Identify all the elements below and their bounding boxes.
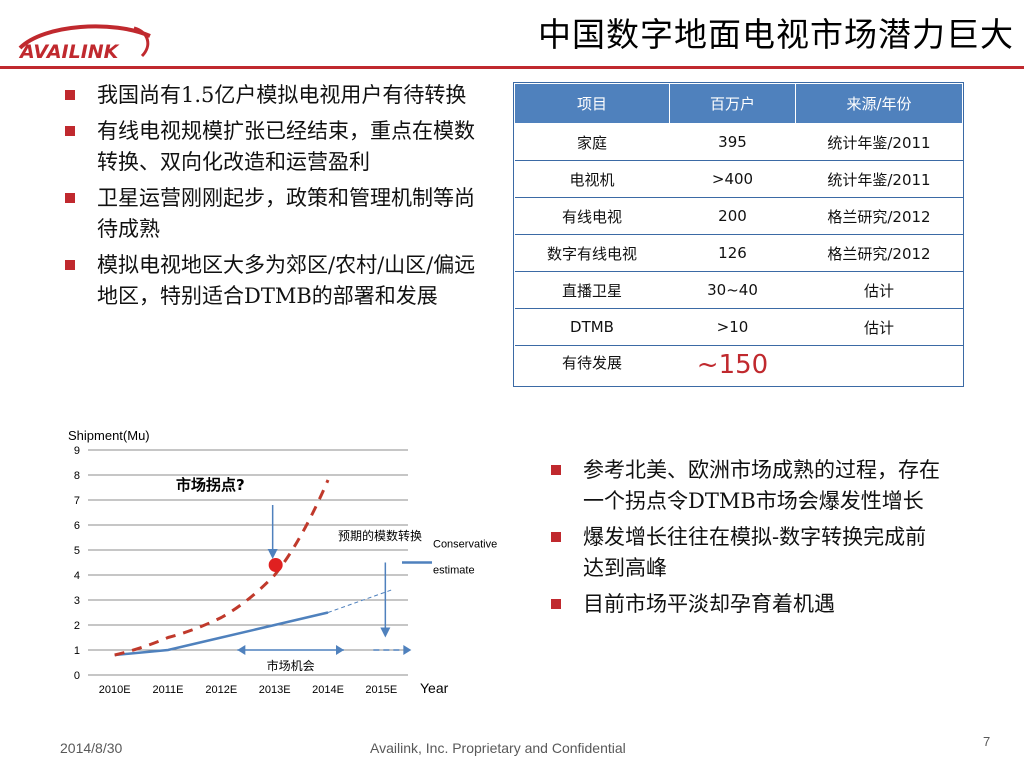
- cell-value-highlight: ~150: [669, 345, 796, 401]
- logo-swoosh-icon: [18, 24, 151, 50]
- y-tick-label: 9: [74, 445, 80, 457]
- y-tick-label: 2: [74, 620, 80, 632]
- cell-item: 直播卫星: [514, 271, 670, 309]
- bullet-item: 目前市场平淡却孕育着机遇: [546, 589, 946, 620]
- bullet-item: 模拟电视地区大多为郊区/农村/山区/偏远地区，特别适合DTMB的部署和发展: [60, 250, 480, 312]
- cell-value: 30~40: [669, 271, 796, 309]
- expected-conversion-label: 预期的模数转换: [338, 528, 422, 543]
- y-tick-label: 7: [74, 495, 80, 507]
- cell-source: [795, 345, 963, 401]
- y-tick-label: 3: [74, 595, 80, 607]
- arrow-down-icon: [267, 549, 278, 559]
- cell-source: 估计: [795, 308, 963, 346]
- table-row: 家庭 395 统计年鉴/2011: [514, 123, 963, 161]
- bullet-item: 卫星运营刚刚起步，政策和管理机制等尚待成熟: [60, 183, 480, 245]
- y-tick-label: 1: [74, 645, 80, 657]
- availink-logo: AVAILINK: [18, 24, 151, 63]
- cell-item: 家庭: [514, 123, 670, 161]
- cell-value: 126: [669, 234, 796, 272]
- cell-item: DTMB: [514, 308, 670, 346]
- left-bullet-list: 我国尚有1.5亿户模拟电视用户有待转换 有线电视规模扩张已经结束，重点在模数转换…: [60, 80, 480, 317]
- x-tick-label: 2014E: [312, 684, 344, 696]
- x-tick-label: 2015E: [365, 684, 397, 696]
- table-row: 有待发展 ~150: [514, 345, 963, 401]
- arrow-down-icon: [380, 627, 391, 638]
- bullet-item: 有线电视规模扩张已经结束，重点在模数转换、双向化改造和运营盈利: [60, 116, 480, 178]
- header-source-year: 来源/年份: [795, 83, 963, 124]
- y-axis-label: Shipment(Mu): [68, 428, 150, 443]
- page-number: 7: [983, 734, 991, 749]
- logo-text: AVAILINK: [18, 41, 120, 63]
- inflection-point-marker: [268, 558, 283, 572]
- cell-value: >10: [669, 308, 796, 346]
- x-tick-label: 2012E: [205, 684, 237, 696]
- y-tick-label: 8: [74, 470, 80, 482]
- table-row: 有线电视 200 格兰研究/2012: [514, 197, 963, 235]
- y-tick-label: 4: [74, 570, 80, 582]
- y-tick-label: 5: [74, 545, 80, 557]
- cell-item: 数字有线电视: [514, 234, 670, 272]
- shipment-chart: Shipment(Mu) Year 0 1 2 3 4 5 6 7 8 9 2010E 2011E 20…: [68, 428, 497, 696]
- x-tick-label: 2010E: [99, 684, 131, 696]
- y-tick-label: 0: [74, 670, 80, 682]
- footer-date: 2014/8/30: [60, 740, 123, 756]
- table-header-row: 项目 百万户 来源/年份: [514, 83, 963, 124]
- cell-value: >400: [669, 160, 796, 198]
- arrow-right-icon: [336, 645, 344, 655]
- pending-value: ~150: [696, 350, 769, 380]
- title-divider: [0, 66, 1024, 69]
- legend-label: estimate: [433, 565, 475, 577]
- bullet-item: 爆发增长往往在模拟-数字转换完成前达到高峰: [546, 522, 946, 584]
- series-expected-line: [114, 479, 330, 657]
- table-row: 直播卫星 30~40 估计: [514, 271, 963, 309]
- y-tick-label: 6: [74, 520, 80, 532]
- bullet-item: 参考北美、欧洲市场成熟的过程，存在一个拐点令DTMB市场会爆发性增长: [546, 455, 946, 517]
- bullet-item: 我国尚有1.5亿户模拟电视用户有待转换: [60, 80, 480, 111]
- cell-value: 200: [669, 197, 796, 235]
- opportunity-label: 市场机会: [267, 658, 315, 673]
- cell-value: 395: [669, 123, 796, 161]
- x-tick-label: 2013E: [259, 684, 291, 696]
- inflection-label: 市场拐点?: [176, 476, 245, 494]
- legend-label: Conservative: [433, 539, 497, 551]
- header-millions: 百万户: [669, 83, 796, 124]
- slide-title: 中国数字地面电视市场潜力巨大: [538, 15, 1014, 54]
- cell-source: 估计: [795, 271, 963, 309]
- cell-source: 格兰研究/2012: [795, 197, 963, 235]
- tv-market-table: 项目 百万户 来源/年份 家庭 395 统计年鉴/2011 电视机 >400 统…: [514, 83, 963, 401]
- arrow-right-icon: [403, 645, 412, 655]
- cell-source: 格兰研究/2012: [795, 234, 963, 272]
- cell-item: 有线电视: [514, 197, 670, 235]
- series-extension-line: [327, 589, 392, 613]
- right-bullet-list: 参考北美、欧洲市场成熟的过程，存在一个拐点令DTMB市场会爆发性增长 爆发增长往…: [546, 455, 946, 625]
- cell-source: 统计年鉴/2011: [795, 123, 963, 161]
- cell-item: 有待发展: [514, 345, 670, 401]
- cell-item: 电视机: [514, 160, 670, 198]
- header-item: 项目: [514, 83, 670, 124]
- table-row: 电视机 >400 统计年鉴/2011: [514, 160, 963, 198]
- arrow-left-icon: [237, 645, 246, 655]
- table-row: 数字有线电视 126 格兰研究/2012: [514, 234, 963, 272]
- x-axis-label: Year: [420, 680, 449, 696]
- table-row: DTMB >10 估计: [514, 308, 963, 346]
- cell-source: 统计年鉴/2011: [795, 160, 963, 198]
- footer-confidential: Availink, Inc. Proprietary and Confident…: [370, 740, 626, 756]
- series-conservative-line: [114, 611, 329, 657]
- x-tick-label: 2011E: [153, 684, 184, 696]
